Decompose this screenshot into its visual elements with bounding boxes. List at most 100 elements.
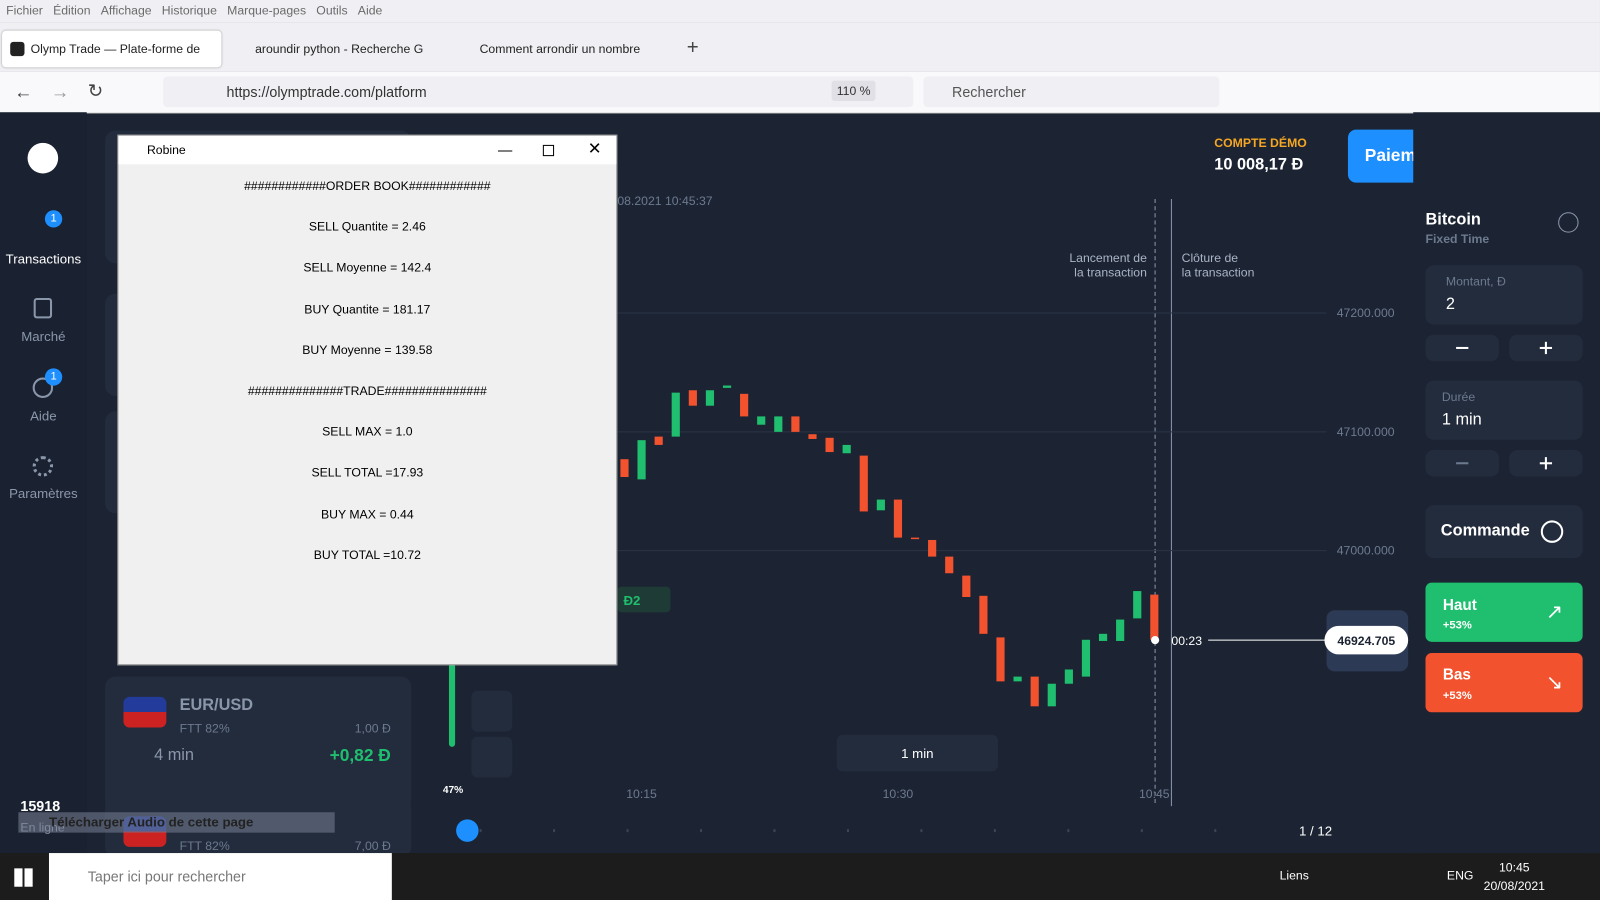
candle (705, 390, 715, 406)
menu-item[interactable]: Édition (53, 3, 91, 18)
candle (979, 595, 988, 634)
output-line: BUY Quantite = 181.17 (304, 301, 431, 316)
links[interactable]: Liens (1279, 868, 1309, 883)
amount: 7,00 Đ (354, 838, 391, 854)
menu-item[interactable]: Affichage (100, 3, 152, 18)
plus-button[interactable] (1509, 334, 1583, 362)
settings-icon (32, 456, 54, 477)
candle (637, 440, 646, 480)
progress-bar (448, 663, 456, 747)
candle (1030, 676, 1039, 707)
percent: 47% (443, 785, 463, 796)
chart-type-button[interactable] (471, 690, 513, 732)
output-line: BUY MAX = 0.44 (320, 506, 414, 522)
timeframe-control[interactable] (836, 734, 998, 772)
tab[interactable]: Olymp Trade — Plate-forme de (2, 30, 222, 68)
candle (808, 434, 817, 439)
zoom-level[interactable]: 110 % (831, 80, 876, 102)
minus-button[interactable] (1425, 334, 1499, 362)
candle (1133, 591, 1142, 619)
field-value: 1 min (1441, 411, 1482, 429)
nav-transactions[interactable]: Transactions (5, 251, 82, 267)
rate: FTT 82% (179, 838, 230, 854)
menu-item[interactable]: Outils (316, 3, 348, 18)
clock-date: 20/08/2021 (1483, 878, 1545, 893)
price-dot (1151, 636, 1160, 645)
account-mode: COMPTE DÉMO (1214, 135, 1307, 150)
candle (859, 455, 868, 512)
candle (740, 393, 749, 417)
language[interactable]: ENG (1446, 868, 1474, 883)
nav-market[interactable]: Marché (21, 328, 66, 344)
nav-settings[interactable]: Paramètres (9, 485, 78, 502)
up-label: Haut (1442, 596, 1477, 615)
output-line: BUY Moyenne = 139.58 (302, 342, 433, 357)
drawing-button[interactable] (471, 736, 513, 778)
up-button[interactable]: Haut +53% ↗ (1425, 582, 1583, 642)
duration: 4 min (154, 746, 195, 765)
candle (757, 416, 766, 425)
field-value: 2 (1445, 295, 1455, 314)
menu-item[interactable]: Aide (357, 3, 383, 18)
taskbar-search[interactable]: Taper ici pour rechercher (48, 853, 392, 900)
up-payout: +53% (1442, 619, 1472, 632)
audio-bar[interactable]: Télécharger Audio de cette page (18, 812, 335, 833)
balance[interactable]: 10 008,17 Đ (1214, 156, 1304, 174)
logo (27, 142, 59, 174)
amount-field[interactable]: Montant, Đ 2 (1425, 265, 1583, 325)
down-payout: +53% (1442, 689, 1472, 703)
tab-icon (10, 41, 25, 57)
new-tab[interactable]: + (686, 36, 699, 60)
price-label: 46924.705 (1337, 634, 1395, 648)
candle (928, 539, 937, 557)
maximize-button[interactable] (542, 144, 555, 157)
candle (1047, 683, 1056, 707)
launch-label: la transaction (1074, 266, 1147, 280)
reload-button[interactable]: ↻ (87, 80, 104, 102)
candle (825, 437, 834, 453)
price-badge (1324, 625, 1409, 655)
info-icon[interactable] (1558, 212, 1579, 233)
tab[interactable]: aroundir python - Recherche G (255, 41, 424, 57)
trade-card[interactable]: EUR/USD FTT 82% 1,00 Đ 4 min +0,82 Đ (105, 676, 412, 812)
url: https://olymptrade.com/platform (226, 83, 427, 100)
minus-button[interactable] (1425, 449, 1499, 477)
timeline-handle[interactable] (456, 819, 479, 842)
menu-item[interactable]: Historique (161, 3, 217, 18)
search-bar[interactable]: Rechercher (923, 76, 1220, 108)
down-button[interactable]: Bas +53% ↘ (1425, 653, 1583, 713)
order-button[interactable]: Commande (1425, 505, 1583, 559)
timer: 00:23 (1171, 634, 1202, 648)
minimize-button[interactable]: — (497, 141, 513, 159)
pair: EUR/USD (179, 696, 254, 715)
candle (893, 499, 903, 538)
close-label: la transaction (1182, 266, 1255, 280)
candle (996, 637, 1005, 682)
forward-button[interactable]: → (51, 81, 70, 103)
window-title: Robine (146, 142, 186, 158)
candle (876, 499, 885, 511)
field-label: Durée (1441, 389, 1476, 405)
output-line: ##############TRADE############### (247, 383, 487, 398)
start-button[interactable] (14, 868, 33, 887)
x-tick-label: 10:15 (626, 787, 657, 801)
candle (1116, 619, 1125, 641)
plus-button[interactable] (1509, 449, 1583, 477)
menu-item[interactable]: Fichier (6, 3, 43, 18)
badge: 1 (44, 368, 63, 386)
launch-label: Lancement de (1069, 251, 1147, 265)
url-bar[interactable]: https://olymptrade.com/platform 110 % (163, 76, 914, 108)
duration-field[interactable]: Durée 1 min (1425, 380, 1583, 440)
back-button[interactable]: ← (14, 81, 33, 103)
window-titlebar: Robine — ✕ (118, 135, 617, 165)
candle (722, 385, 732, 388)
output-line: BUY TOTAL =10.72 (313, 547, 421, 563)
close-button[interactable]: ✕ (587, 140, 602, 159)
menu-item[interactable]: Marque-pages (227, 3, 307, 18)
x-tick-label: 10:45 (1139, 787, 1170, 801)
candle (620, 459, 629, 478)
nav-help[interactable]: Aide (30, 408, 57, 424)
asset-kind: Fixed Time (1425, 231, 1490, 246)
tab[interactable]: Comment arrondir un nombre (479, 41, 641, 57)
market-icon (33, 297, 53, 319)
